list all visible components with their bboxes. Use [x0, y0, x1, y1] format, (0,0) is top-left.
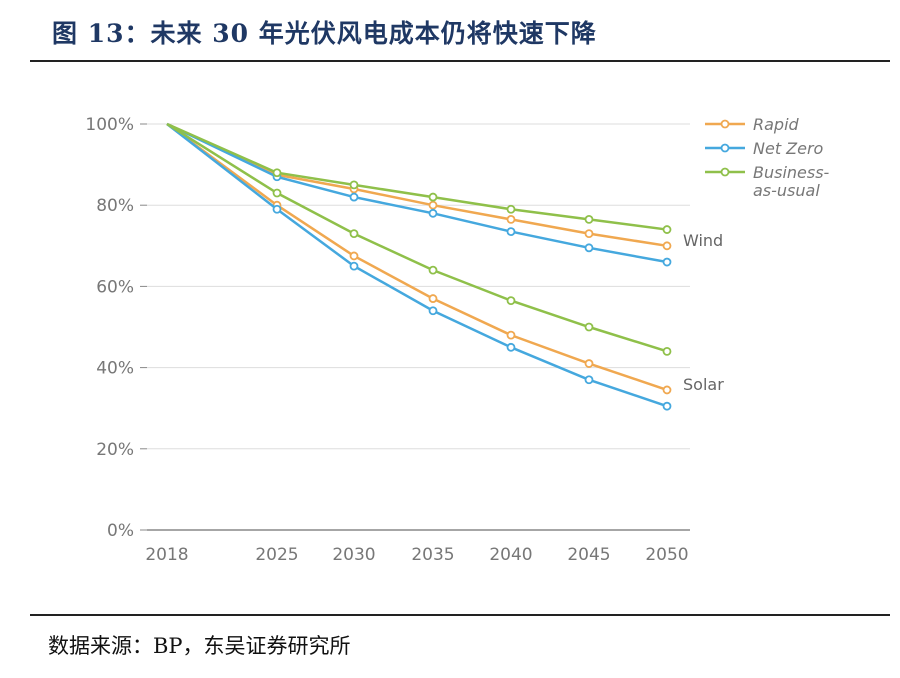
- x-tick-label: 2030: [332, 545, 375, 565]
- data-point: [662, 346, 672, 356]
- legend-label: Rapid: [753, 115, 800, 134]
- wind-business-as-usual-line: [166, 122, 668, 231]
- data-point: [506, 215, 516, 224]
- data-point: [584, 322, 594, 332]
- data-point: [349, 229, 359, 239]
- legend-label: Business-: [753, 163, 830, 182]
- data-point: [349, 180, 359, 190]
- data-point: [584, 375, 594, 385]
- data-point: [506, 342, 516, 352]
- data-point: [349, 192, 359, 202]
- data-point: [584, 359, 594, 368]
- legend-label: Net Zero: [753, 139, 824, 158]
- legend-marker: [720, 119, 730, 129]
- solar-group-label: Solar: [683, 375, 724, 394]
- data-point: [428, 265, 438, 275]
- data-point: [272, 168, 282, 178]
- data-point: [272, 188, 282, 198]
- source-note: 数据来源：BP，东吴证券研究所: [48, 634, 351, 658]
- top-divider: [30, 60, 890, 62]
- legend-marker: [720, 167, 730, 177]
- y-tick-label: 100%: [85, 115, 134, 135]
- data-point: [662, 401, 672, 411]
- x-tick-label: 2025: [255, 545, 298, 565]
- data-point: [349, 261, 359, 271]
- x-tick-label: 2018: [145, 545, 188, 565]
- data-point: [428, 192, 438, 202]
- wind-net-zero-line: [166, 122, 668, 264]
- data-point: [428, 306, 438, 316]
- y-tick-label: 40%: [96, 359, 134, 379]
- data-point: [662, 241, 672, 251]
- legend-label: as-usual: [753, 181, 820, 200]
- legend-marker: [720, 143, 730, 153]
- y-tick-label: 20%: [96, 440, 134, 460]
- x-tick-label: 2050: [645, 545, 688, 565]
- y-tick-label: 60%: [96, 277, 134, 297]
- data-point: [662, 385, 672, 395]
- y-tick-label: 80%: [96, 196, 134, 216]
- data-point: [584, 215, 594, 224]
- data-point: [428, 294, 438, 303]
- data-point: [428, 208, 438, 218]
- bottom-divider: [30, 614, 890, 616]
- data-point: [584, 229, 594, 239]
- data-point: [506, 227, 516, 236]
- data-point: [662, 225, 672, 234]
- data-point: [506, 296, 516, 306]
- solar-rapid-line: [166, 122, 668, 392]
- figure-title: 图 13：未来 30 年光伏风电成本仍将快速下降: [52, 19, 597, 48]
- data-point: [584, 243, 594, 253]
- wind-rapid-line: [166, 122, 668, 248]
- y-tick-label: 0%: [107, 521, 134, 541]
- data-point: [506, 204, 516, 214]
- data-point: [506, 330, 516, 340]
- data-point: [428, 200, 438, 210]
- x-tick-label: 2040: [489, 545, 532, 565]
- x-tick-label: 2035: [411, 545, 454, 565]
- wind-group-label: Wind: [683, 231, 723, 250]
- data-point: [349, 251, 359, 261]
- x-tick-label: 2045: [567, 545, 610, 565]
- data-point: [662, 257, 672, 267]
- data-point: [272, 204, 282, 214]
